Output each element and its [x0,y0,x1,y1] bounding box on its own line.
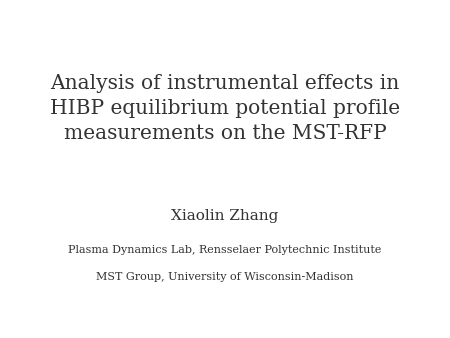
Text: MST Group, University of Wisconsin-Madison: MST Group, University of Wisconsin-Madis… [96,272,354,282]
Text: Analysis of instrumental effects in
HIBP equilibrium potential profile
measureme: Analysis of instrumental effects in HIBP… [50,74,400,143]
Text: Plasma Dynamics Lab, Rensselaer Polytechnic Institute: Plasma Dynamics Lab, Rensselaer Polytech… [68,245,382,255]
Text: Xiaolin Zhang: Xiaolin Zhang [171,209,279,223]
